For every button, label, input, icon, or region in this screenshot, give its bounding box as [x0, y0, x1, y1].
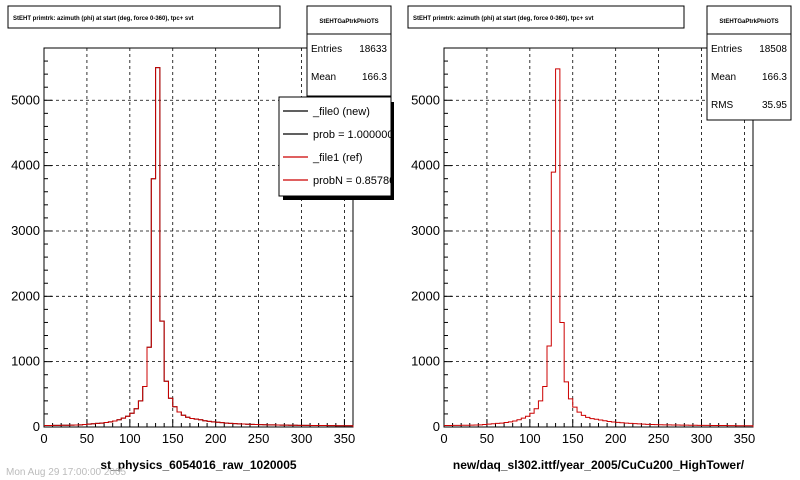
stats-entries-label: Entries: [711, 44, 742, 55]
title-box: [7, 5, 281, 29]
x-tick-label: 300: [691, 431, 713, 446]
y-tick-label: 5000: [411, 92, 440, 107]
title-box: [407, 5, 685, 29]
stats-name: StEHTGaPtrkPhiOTS: [719, 19, 778, 25]
x-tick-label: 200: [605, 431, 627, 446]
y-tick-label: 5000: [11, 92, 40, 107]
y-tick-label: 1000: [411, 354, 440, 369]
stats-rms-value: 35.95: [762, 100, 787, 111]
x-tick-label: 350: [334, 431, 356, 446]
x-tick-label: 50: [80, 431, 94, 446]
histogram-panel-1: 0 50 100 150 200 250 300 350 0 1000 2000 3000 4000 50…: [7, 5, 395, 472]
stats-box: [306, 5, 392, 97]
stats-mean-label: Mean: [711, 72, 736, 83]
x-axis-label: new/daq_sl302.ittf/year_2005/CuCu200_Hig…: [453, 458, 745, 472]
stats-name: StEHTGaPtrkPhiOTS: [319, 19, 378, 25]
legend-entry: _file0 (new): [312, 106, 370, 118]
histogram-panel-2: 0 50 100 150 200 250 300 350 0 1000 2000 3000 4000 50…: [407, 5, 792, 472]
x-tick-label: 100: [519, 431, 541, 446]
x-tick-label: 0: [40, 431, 47, 446]
stats-rms-label: RMS: [711, 100, 734, 111]
y-tick-label: 4000: [11, 158, 40, 173]
legend-entry: prob = 1.000000: [313, 129, 393, 141]
y-tick-label: 2000: [11, 288, 40, 303]
y-tick-label: 0: [33, 419, 40, 434]
stats-entries-label: Entries: [311, 44, 342, 55]
x-tick-label: 150: [562, 431, 584, 446]
chart-title: StEHT primtrk: azimuth (phi) at start (d…: [13, 16, 194, 22]
y-tick-label: 3000: [411, 223, 440, 238]
x-tick-label: 250: [248, 431, 270, 446]
legend-entries: _file0 (new) prob = 1.000000 _file1 (ref) p…: [283, 106, 395, 187]
stats-mean-value: 166.3: [762, 72, 787, 83]
footer-timestamp: Mon Aug 29 17:00:00 2005: [6, 467, 127, 478]
legend-entry: _file1 (ref): [312, 152, 363, 164]
x-tick-label: 200: [205, 431, 227, 446]
histogram-series-2: [44, 67, 354, 427]
x-tick-label: 300: [291, 431, 313, 446]
y-tick-label: 3000: [11, 223, 40, 238]
x-tick-label: 100: [119, 431, 141, 446]
y-tick-label: 4000: [411, 158, 440, 173]
x-tick-label: 350: [734, 431, 756, 446]
x-tick-label: 50: [480, 431, 494, 446]
y-tick-label: 2000: [411, 288, 440, 303]
stats-mean-label: Mean: [311, 72, 336, 83]
stats-entries-value: 18508: [759, 44, 787, 55]
x-tick-label: 150: [162, 431, 184, 446]
y-tick-label: 1000: [11, 354, 40, 369]
histogram-series-1: [444, 68, 754, 427]
stats-box: [706, 5, 792, 121]
x-axis-label: st_physics_6054016_raw_1020005: [100, 458, 296, 472]
chart-title: StEHT primtrk: azimuth (phi) at start (d…: [413, 16, 594, 22]
x-tick-label: 0: [440, 431, 447, 446]
legend-entry: probN = 0.85780: [313, 175, 395, 187]
stats-entries-value: 18633: [359, 44, 387, 55]
legend: _file0 (new) prob = 1.000000 _file1 (ref) p…: [278, 96, 395, 200]
stats-mean-value: 166.3: [362, 72, 387, 83]
y-tick-label: 0: [433, 419, 440, 434]
plot-frame: [443, 47, 754, 428]
x-tick-label: 250: [648, 431, 670, 446]
